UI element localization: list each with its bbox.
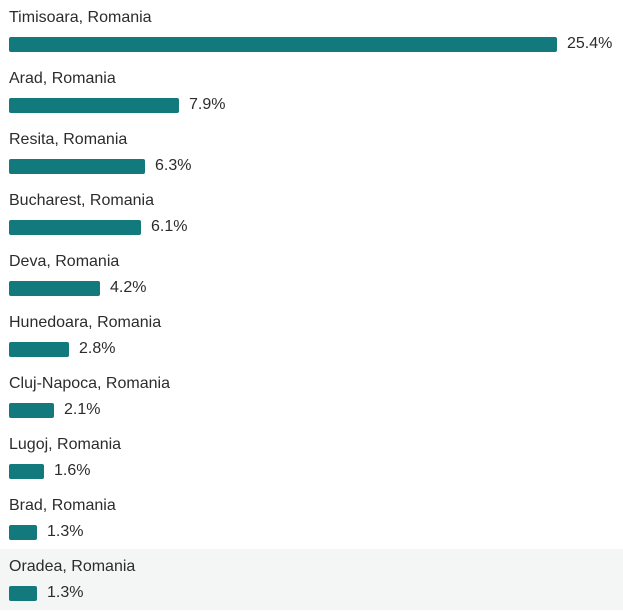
bar (9, 342, 69, 357)
bar-row: Arad, Romania 7.9% (0, 61, 623, 122)
category-label: Arad, Romania (9, 70, 116, 87)
bar (9, 464, 44, 479)
bar-row: Bucharest, Romania 6.1% (0, 183, 623, 244)
bar-row: Timisoara, Romania 25.4% (0, 0, 623, 61)
category-label: Resita, Romania (9, 131, 128, 148)
bar-row: Deva, Romania 4.2% (0, 244, 623, 305)
category-label: Hunedoara, Romania (9, 314, 162, 331)
bar (9, 159, 145, 174)
value-label: 7.9% (189, 96, 226, 113)
category-label: Timisoara, Romania (9, 9, 152, 26)
bar-row: Brad, Romania 1.3% (0, 488, 623, 549)
bar-row: Oradea, Romania 1.3% (0, 549, 623, 610)
bar-row: Resita, Romania 6.3% (0, 122, 623, 183)
bar (9, 98, 179, 113)
value-label: 1.3% (47, 523, 84, 540)
value-label: 6.3% (155, 157, 192, 174)
bar (9, 525, 37, 540)
value-label: 2.8% (79, 340, 116, 357)
bar-row: Hunedoara, Romania 2.8% (0, 305, 623, 366)
bar (9, 281, 100, 296)
bar-row: Lugoj, Romania 1.6% (0, 427, 623, 488)
value-label: 1.6% (54, 462, 91, 479)
value-label: 2.1% (64, 401, 101, 418)
value-label: 1.3% (47, 584, 84, 601)
bar (9, 403, 54, 418)
bar-row: Cluj-Napoca, Romania 2.1% (0, 366, 623, 427)
category-label: Deva, Romania (9, 253, 120, 270)
value-label: 25.4% (567, 35, 613, 52)
value-label: 6.1% (151, 218, 188, 235)
value-label: 4.2% (110, 279, 147, 296)
category-label: Lugoj, Romania (9, 436, 122, 453)
category-label: Brad, Romania (9, 497, 116, 514)
bar (9, 37, 557, 52)
bar (9, 586, 37, 601)
category-label: Oradea, Romania (9, 558, 136, 575)
category-label: Cluj-Napoca, Romania (9, 375, 170, 392)
category-label: Bucharest, Romania (9, 192, 154, 209)
bar (9, 220, 141, 235)
